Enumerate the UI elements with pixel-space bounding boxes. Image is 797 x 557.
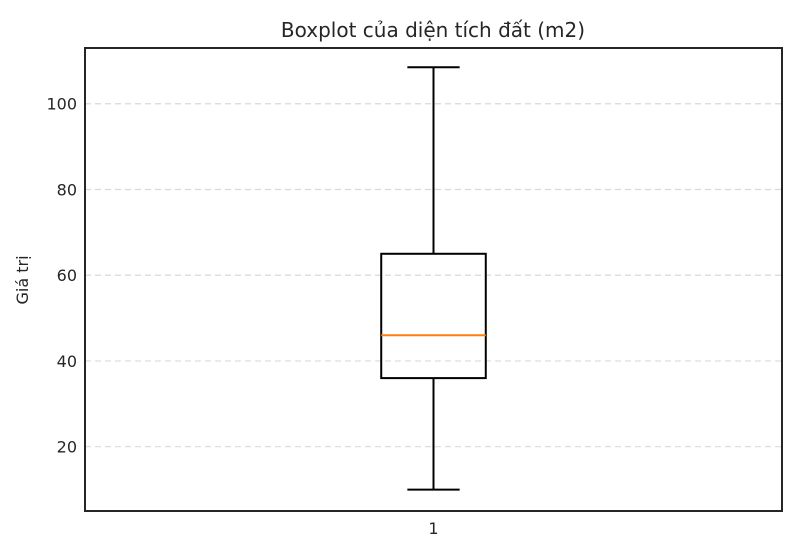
y-tick-label: 80 xyxy=(57,180,77,199)
x-ticks: 1 xyxy=(428,519,438,538)
y-tick-label: 60 xyxy=(57,266,77,285)
y-tick-label: 40 xyxy=(57,352,77,371)
box-iqr xyxy=(380,252,487,380)
y-ticks: 20 40 60 80 100 xyxy=(46,95,77,457)
y-tick-label: 100 xyxy=(46,95,77,114)
box-layer xyxy=(380,66,487,491)
y-tick-label: 20 xyxy=(57,438,77,457)
x-tick-label: 1 xyxy=(428,519,438,538)
plot-frame xyxy=(84,47,783,512)
chart-title: Boxplot của diện tích đất (m2) xyxy=(281,18,585,42)
y-axis-label: Giá trị xyxy=(13,255,32,304)
grid-lines xyxy=(85,103,782,448)
